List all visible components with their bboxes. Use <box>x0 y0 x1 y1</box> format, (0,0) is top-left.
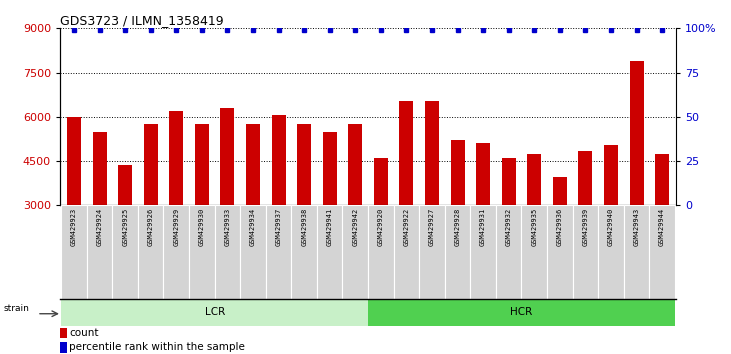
Text: HCR: HCR <box>510 307 533 318</box>
Bar <box>322 132 337 294</box>
Bar <box>578 151 592 294</box>
Bar <box>266 205 292 299</box>
Bar <box>60 342 67 353</box>
Bar <box>521 205 547 299</box>
Bar <box>476 143 491 294</box>
Text: count: count <box>69 328 99 338</box>
Text: GSM429944: GSM429944 <box>659 208 665 246</box>
Bar <box>598 205 624 299</box>
Bar <box>118 165 132 294</box>
Bar <box>368 205 393 299</box>
Text: GSM429926: GSM429926 <box>148 208 154 246</box>
Bar <box>470 205 496 299</box>
Text: GSM429929: GSM429929 <box>173 208 179 246</box>
Bar <box>374 158 388 294</box>
Bar <box>348 124 363 294</box>
Bar <box>93 132 107 294</box>
Bar <box>527 154 541 294</box>
Bar <box>629 61 643 294</box>
Bar <box>292 205 317 299</box>
Text: GSM429941: GSM429941 <box>327 208 333 246</box>
Text: GSM429935: GSM429935 <box>531 208 537 246</box>
Bar <box>297 124 311 294</box>
Bar <box>246 124 260 294</box>
Bar <box>317 205 343 299</box>
Text: GSM429930: GSM429930 <box>199 208 205 246</box>
Bar <box>393 205 419 299</box>
Text: GSM429934: GSM429934 <box>250 208 256 246</box>
Text: GSM429936: GSM429936 <box>557 208 563 246</box>
Bar <box>624 205 649 299</box>
Text: percentile rank within the sample: percentile rank within the sample <box>69 342 246 352</box>
Bar <box>240 205 266 299</box>
Bar <box>189 205 215 299</box>
Text: GSM429922: GSM429922 <box>404 208 409 246</box>
Bar <box>138 205 164 299</box>
Text: GSM429923: GSM429923 <box>71 208 77 246</box>
Text: GSM429931: GSM429931 <box>480 208 486 246</box>
Text: GSM429927: GSM429927 <box>429 208 435 246</box>
Bar <box>144 124 158 294</box>
Bar <box>67 118 81 294</box>
Text: GSM429939: GSM429939 <box>583 208 588 246</box>
Bar <box>604 145 618 294</box>
Bar <box>572 205 598 299</box>
Bar <box>649 205 675 299</box>
Text: GSM429938: GSM429938 <box>301 208 307 246</box>
Bar <box>399 101 414 294</box>
Text: GSM429925: GSM429925 <box>122 208 128 246</box>
Bar <box>419 205 444 299</box>
Bar <box>220 108 235 294</box>
Bar <box>164 205 189 299</box>
Bar <box>60 328 67 338</box>
Text: LCR: LCR <box>205 307 224 318</box>
Bar <box>170 111 183 294</box>
Bar <box>215 205 240 299</box>
Bar <box>368 299 675 326</box>
Text: GSM429920: GSM429920 <box>378 208 384 246</box>
Text: GSM429933: GSM429933 <box>224 208 230 246</box>
Bar <box>450 141 465 294</box>
Text: GSM429928: GSM429928 <box>455 208 461 246</box>
Bar <box>61 299 368 326</box>
Text: GDS3723 / ILMN_1358419: GDS3723 / ILMN_1358419 <box>60 14 224 27</box>
Bar <box>553 177 567 294</box>
Bar <box>61 205 87 299</box>
Text: GSM429940: GSM429940 <box>608 208 614 246</box>
Bar <box>444 205 470 299</box>
Bar <box>425 101 439 294</box>
Bar <box>113 205 138 299</box>
Text: GSM429943: GSM429943 <box>634 208 640 246</box>
Bar <box>547 205 572 299</box>
Bar <box>343 205 368 299</box>
Bar <box>501 158 516 294</box>
Bar <box>271 115 286 294</box>
Text: strain: strain <box>4 304 29 313</box>
Bar <box>655 154 669 294</box>
Bar <box>195 124 209 294</box>
Text: GSM429924: GSM429924 <box>96 208 102 246</box>
Text: GSM429932: GSM429932 <box>506 208 512 246</box>
Bar <box>496 205 521 299</box>
Bar <box>87 205 113 299</box>
Text: GSM429942: GSM429942 <box>352 208 358 246</box>
Text: GSM429937: GSM429937 <box>276 208 281 246</box>
